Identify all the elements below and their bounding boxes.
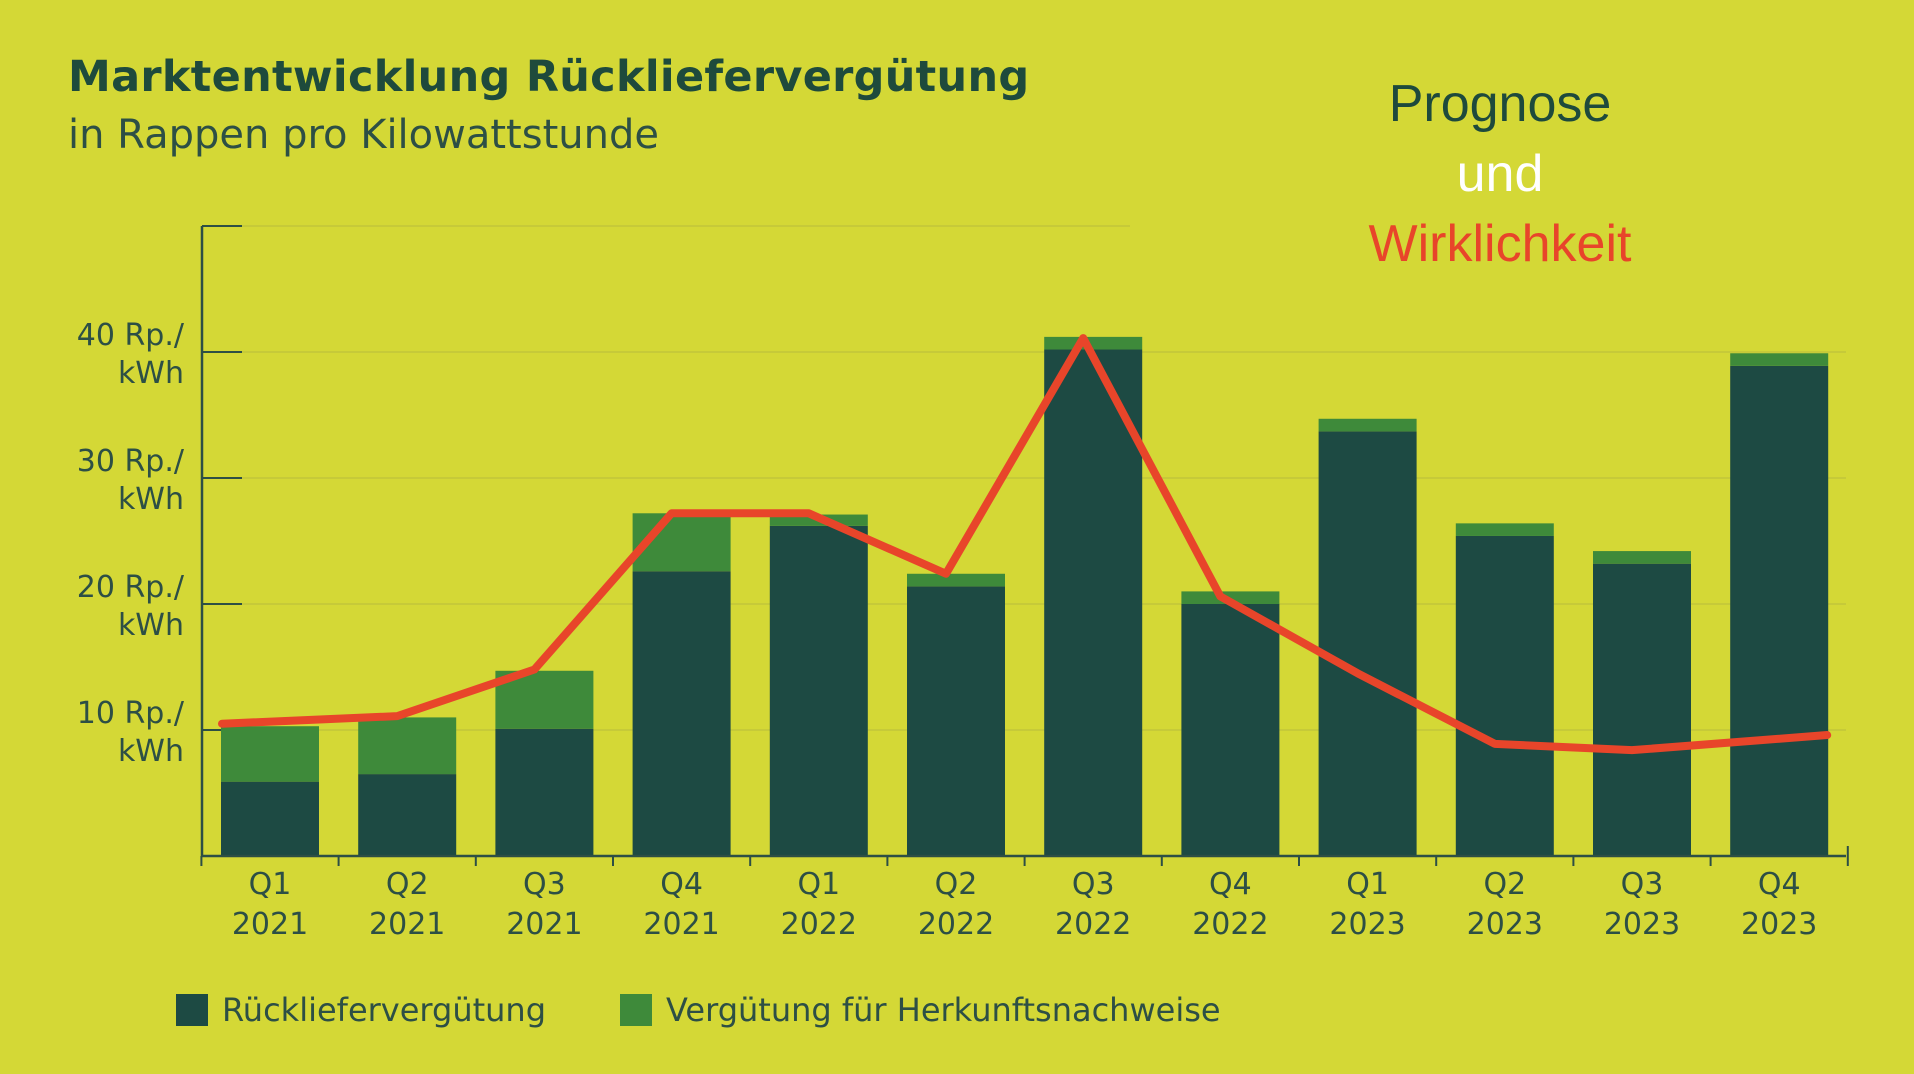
legend-label-rueckliefer: Rückliefervergütung [222,991,547,1029]
bar-rueckliefer [632,571,731,856]
bar-rueckliefer [1730,365,1829,856]
bar-hkn [1455,523,1554,536]
chart-title: Marktentwicklung Rückliefervergütung [68,52,1030,102]
annotation-und: und [1456,145,1544,203]
annotation-wirklichkeit: Wirklichkeit [1368,215,1632,273]
x-tick-label-year: 2021 [643,907,719,942]
bar-rueckliefer [1593,563,1691,856]
x-tick-label-quarter: Q2 [935,867,978,902]
legend-item-hkn: Vergütung für Herkunftsnachweise [620,988,1221,1032]
y-tick-label: 20 Rp./ [77,570,185,605]
y-tick-label-unit: kWh [118,356,184,391]
y-tick-label-unit: kWh [118,482,184,517]
y-tick-label-unit: kWh [118,734,184,769]
bar-rueckliefer [221,781,319,856]
legend-label-hkn: Vergütung für Herkunftsnachweise [666,991,1221,1029]
line-wirklichkeit [218,334,1832,755]
x-tick-label-quarter: Q4 [660,867,703,902]
x-tick-label-year: 2022 [781,907,857,942]
x-tick-label-year: 2022 [1055,907,1131,942]
x-tick-label-quarter: Q1 [1346,867,1389,902]
bar-rueckliefer [769,525,868,856]
x-tick-label-year: 2021 [369,907,445,942]
bar-hkn [221,726,319,782]
bar-rueckliefer [1044,349,1143,856]
x-tick-label-year: 2023 [1467,907,1543,942]
x-tick-label-quarter: Q3 [1072,867,1115,902]
legend-item-rueckliefer: Rückliefervergütung [176,988,546,1032]
bar-rueckliefer [495,728,594,856]
x-tick-label-year: 2022 [1192,907,1268,942]
x-tick-label-year: 2023 [1741,907,1817,942]
bar-hkn [907,573,1005,587]
legend-swatch-hkn [620,994,652,1026]
chart-subtitle: in Rappen pro Kilowattstunde [68,112,659,158]
x-tick-label-year: 2021 [506,907,582,942]
bar-rueckliefer [1318,431,1417,856]
bar-hkn [1730,353,1829,366]
annotation-prognose: Prognose [1388,75,1612,133]
x-tick-label-year: 2023 [1604,907,1680,942]
y-tick-label: 40 Rp./ [77,318,185,353]
bar-hkn [1593,551,1691,564]
bar-rueckliefer [1181,604,1280,856]
x-tick-label-quarter: Q3 [1621,867,1664,902]
y-tick-label: 10 Rp./ [77,696,185,731]
y-tick-label-unit: kWh [118,608,184,643]
x-tick-label-quarter: Q3 [523,867,566,902]
x-tick-label-quarter: Q1 [249,867,292,902]
x-tick-label-quarter: Q4 [1758,867,1801,902]
x-tick-label-quarter: Q2 [386,867,429,902]
x-tick-label-quarter: Q4 [1209,867,1252,902]
x-tick-label-quarter: Q1 [797,867,840,902]
x-tick-label-year: 2023 [1329,907,1405,942]
x-tick-label-year: 2021 [232,907,308,942]
x-tick-label-quarter: Q2 [1483,867,1526,902]
bar-hkn [1044,336,1143,350]
y-tick-label: 30 Rp./ [77,444,185,479]
bar-rueckliefer [1455,535,1554,856]
bar-hkn [1318,418,1417,432]
x-tick-label-year: 2022 [918,907,994,942]
legend-swatch-rueckliefer [176,994,208,1026]
bar-hkn [358,717,457,775]
bar-rueckliefer [907,586,1005,856]
bar-rueckliefer [358,774,457,856]
